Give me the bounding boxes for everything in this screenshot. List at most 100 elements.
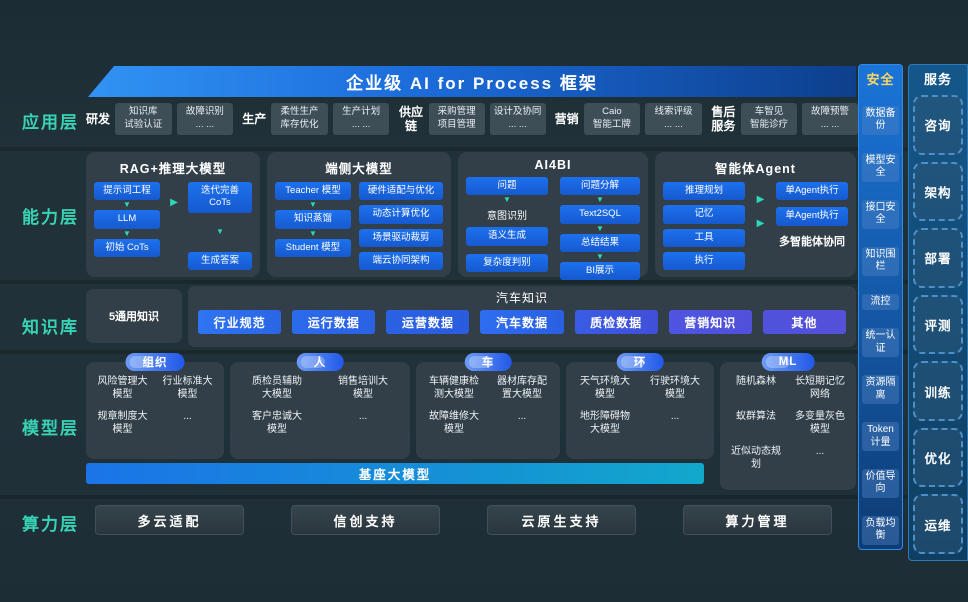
application-layer-row: 研发 知识库 试验认证 故障识别 ... ... 生产 柔性生产 库存优化 生产… [86, 94, 859, 144]
base-model-banner: 基座大模型 [86, 463, 704, 484]
row-divider [0, 147, 968, 151]
model-panel-ml: ML 随机森林 长短期记忆网络 蚁群算法 多变量灰色模型 近似动态规划 ... [720, 353, 856, 490]
flow-box: BI展示 [560, 262, 640, 281]
model-item: 车辆健康检测大模型 [429, 376, 479, 400]
model-item: ... [815, 446, 825, 457]
arrow-right-icon: ▶ [170, 197, 178, 208]
model-item: 行驶环境大模型 [650, 376, 700, 400]
app-group-label: 售后服务 [711, 104, 736, 133]
flow-box: 问题 [466, 177, 548, 196]
app-item-box: 采购管理 项目管理 [428, 103, 485, 135]
agent-component-list: 推理规划 记忆 工具 执行 [663, 182, 745, 271]
compute-box: 信创支持 [291, 505, 440, 535]
model-panel-people: 人 质检员辅助大模型 销售培训大模型 客户忠诚大模型 ... [230, 353, 410, 459]
service-item: 优化 [913, 427, 963, 488]
app-group-rd: 研发 知识库 试验认证 故障识别 ... ... [86, 103, 234, 135]
model-item: 地形障碍物大模型 [580, 411, 630, 435]
app-item-box: 设计及协同 ... ... [489, 103, 546, 135]
security-item: 流控 [862, 293, 899, 311]
app-group-label: 生产 [242, 111, 267, 126]
arrow-down-icon: ▼ [309, 228, 317, 238]
service-item: 咨询 [913, 95, 963, 155]
flow-box: 知识蒸馏 [275, 210, 351, 229]
service-item: 训练 [913, 361, 963, 421]
security-item: 知识围栏 [862, 246, 899, 276]
model-grid: 车辆健康检测大模型 器材库存配置大模型 故障维修大模型 ... [421, 375, 555, 436]
component-box: 工具 [663, 228, 745, 248]
model-item: 天气环境大模型 [580, 376, 630, 400]
model-item: 器材库存配置大模型 [497, 376, 547, 400]
rag-right-flow: 迭代完善 CoTs ▼ 生成答案 [187, 182, 252, 270]
model-item: 风险管理大模型 [97, 376, 148, 400]
knowledge-box: 运营数据 [386, 310, 470, 334]
compute-box: 云原生支持 [487, 505, 636, 535]
service-item: 部署 [913, 228, 963, 288]
app-group-aftersales: 售后服务 车智见 智能诊疗 故障预警 ... ... [711, 103, 859, 135]
flow-box: Text2SQL [560, 205, 640, 224]
model-grid: 质检员辅助大模型 销售培训大模型 客户忠诚大模型 ... [235, 375, 405, 436]
model-item: 客户忠诚大模型 [252, 411, 302, 435]
general-knowledge-box: 5通用知识 [86, 289, 182, 343]
arrow-down-icon: ▼ [123, 200, 131, 210]
model-item: 质检员辅助大模型 [252, 376, 302, 400]
panel-title: 智能体Agent [715, 162, 796, 176]
flow-label: 意图识别 [487, 211, 527, 223]
component-box: 推理规划 [663, 182, 745, 201]
model-item: ... [670, 411, 680, 422]
row-divider [0, 350, 968, 354]
knowledge-box: 营销知识 [668, 310, 752, 334]
security-item: Token计量 [862, 422, 899, 451]
model-grid: 天气环境大模型 行驶环境大模型 地形障碍物大模型 ... [571, 375, 709, 436]
ai4bi-columns: 问题 ▼ 意图识别 语义生成 复杂度判别 问题分解 ▼ Text2SQL ▼ 总… [466, 177, 640, 281]
model-item: 销售培训大模型 [338, 376, 388, 400]
multi-agent-label: 多智能体协同 [778, 235, 845, 248]
app-item-box: 故障识别 ... ... [176, 103, 234, 135]
flow-box: 语义生成 [466, 227, 548, 246]
model-item: 蚁群算法 [736, 411, 776, 422]
ai4bi-right-flow: 问题分解 ▼ Text2SQL ▼ 总结结果 ▼ BI展示 [560, 177, 640, 281]
feature-box: 硬件适配与优化 [359, 182, 443, 201]
flow-box: 迭代完善 CoTs [187, 182, 252, 213]
arrow-down-icon: ▼ [309, 200, 317, 210]
model-item: 多变量灰色模型 [795, 411, 845, 435]
arrow-right-icon: ▶ [756, 218, 765, 230]
model-pill: 环 [616, 353, 664, 371]
arrow-down-icon: ▼ [123, 228, 131, 238]
app-item-box: Caio 智能工牌 [583, 103, 641, 135]
ai4bi-left-flow: 问题 ▼ 意图识别 语义生成 复杂度判别 [466, 177, 548, 280]
feature-box: 端云协同架构 [359, 252, 443, 271]
model-item: 近似动态规划 [731, 446, 781, 470]
security-header: 安全 [866, 72, 895, 87]
component-box: 记忆 [663, 205, 745, 224]
security-column: 安全 数据备份 模型安全 接口安全 知识围栏 流控 统一认证 资源隔离 Toke… [858, 64, 903, 550]
app-item-box: 生产计划 ... ... [332, 103, 390, 135]
rag-columns: 提示词工程 ▼ LLM ▼ 初始 CoTs ▶ 迭代完善 CoTs ▼ 生成答案 [94, 182, 252, 270]
row-divider [0, 495, 968, 499]
model-item: 长短期记忆网络 [795, 376, 845, 400]
app-group-marketing: 营销 Caio 智能工牌 线索评级 ... ... [555, 103, 702, 135]
auto-knowledge-panel: 汽车知识 行业规范 运行数据 运营数据 汽车数据 质检数据 营销知识 其他 [188, 286, 856, 347]
model-panel-environment: 环 天气环境大模型 行驶环境大模型 地形障碍物大模型 ... [566, 353, 714, 459]
flow-box: 复杂度判别 [466, 253, 548, 273]
arrow-down-icon: ▼ [596, 252, 604, 262]
service-item: 评测 [913, 294, 963, 355]
layer-label-model: 模型层 [22, 419, 79, 438]
feature-box: 动态计算优化 [359, 205, 443, 224]
security-item: 价值导向 [862, 468, 899, 498]
panel-ai4bi: AI4BI 问题 ▼ 意图识别 语义生成 复杂度判别 问题分解 ▼ Text2S… [458, 152, 648, 281]
agent-connectors: ▶ ▶ [757, 182, 765, 270]
arrow-right-icon: ▶ [756, 194, 765, 206]
auto-knowledge-title: 汽车知识 [495, 291, 548, 305]
layer-label-application: 应用层 [22, 113, 79, 132]
knowledge-box: 其他 [762, 310, 846, 334]
model-item: ... [517, 411, 527, 422]
flow-box: 生成答案 [187, 251, 252, 270]
model-panel-organization: 组织 风险管理大模型 行业标准大模型 规章制度大模型 ... [86, 353, 224, 459]
app-item-box: 线索评级 ... ... [645, 103, 702, 135]
model-pill: ML [761, 353, 815, 371]
security-item: 统一认证 [862, 328, 899, 358]
service-header: 服务 [923, 72, 952, 87]
arrow-down-icon: ▼ [216, 227, 224, 237]
model-pill: 车 [464, 353, 512, 371]
app-group-label: 营销 [554, 111, 579, 126]
